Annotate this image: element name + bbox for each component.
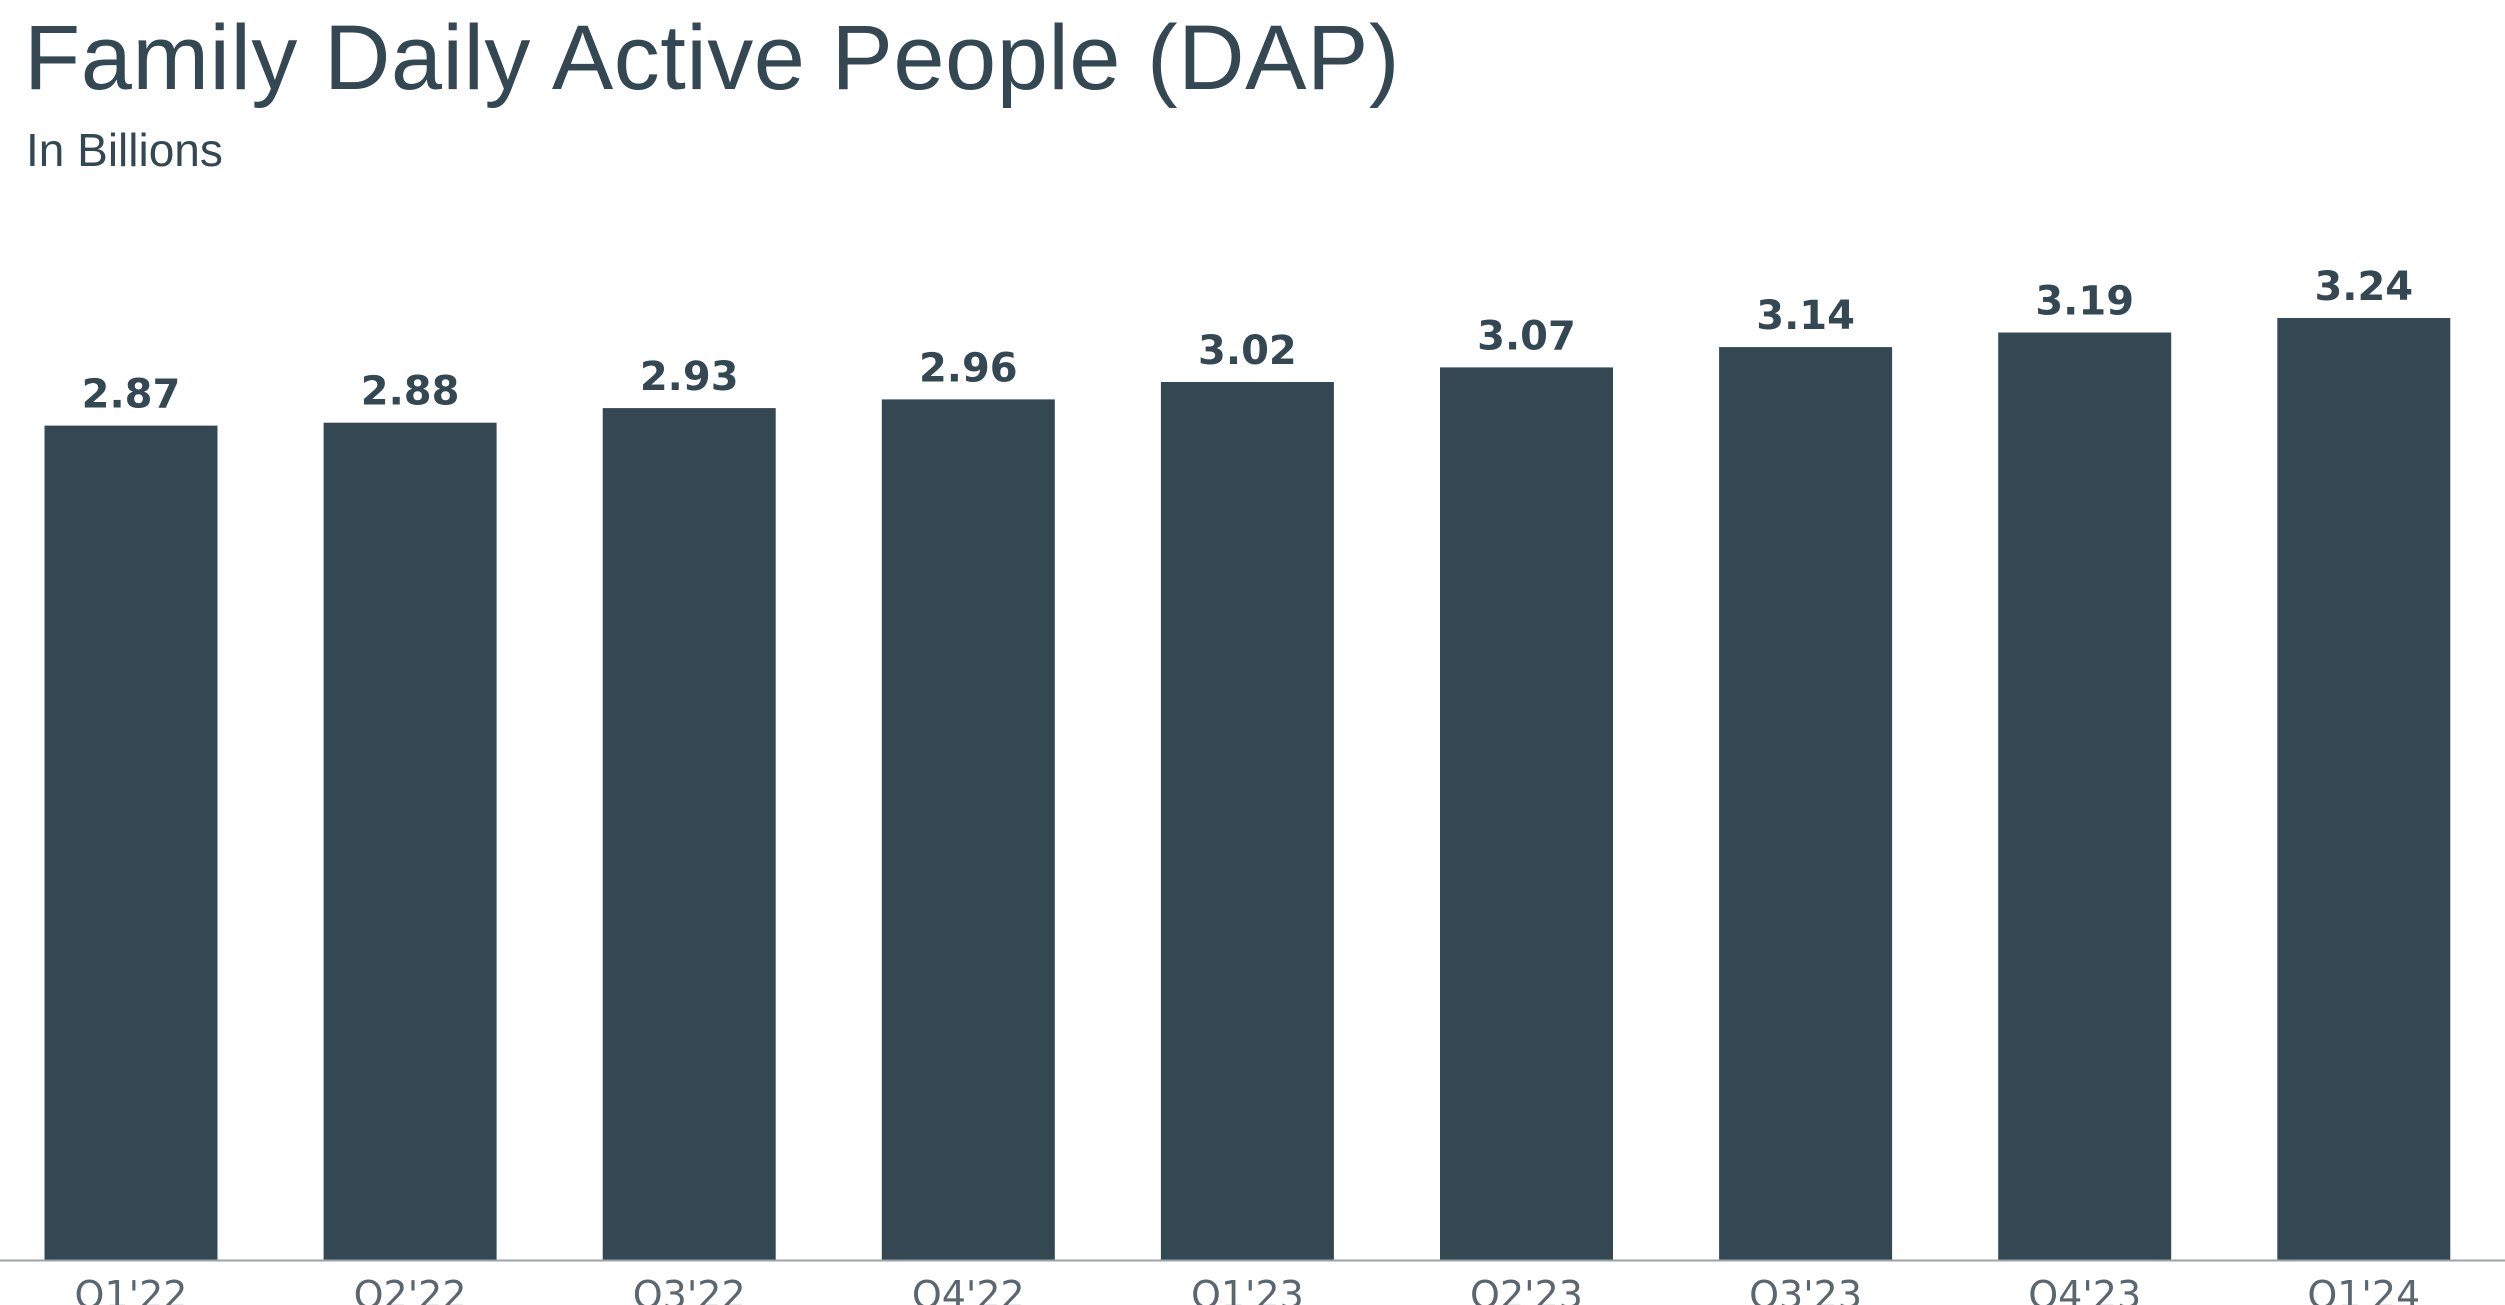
x-tick-label-6: Q3'23 — [1749, 1273, 1862, 1305]
bar-4 — [1160, 382, 1334, 1260]
value-label-5: 3.07 — [1477, 313, 1576, 359]
x-tick-labels-group: Q1'22 Q2'22 Q3'22 Q4'22 Q1'23 Q2'23 Q3'23 Q4'23… — [75, 1273, 2421, 1305]
x-tick-label-8: Q1'24 — [2307, 1273, 2420, 1305]
bar-2 — [602, 408, 776, 1261]
bar-5 — [1440, 367, 1613, 1260]
value-label-6: 3.14 — [1756, 293, 1855, 339]
value-label-3: 2.96 — [919, 345, 1018, 391]
bar-3 — [881, 399, 1055, 1260]
value-label-1: 2.88 — [361, 369, 460, 415]
x-tick-label-7: Q4'23 — [2028, 1273, 2141, 1305]
chart-subtitle: In Billions — [26, 124, 223, 176]
x-tick-label-0: Q1'22 — [75, 1273, 188, 1305]
value-label-8: 3.24 — [2314, 264, 2413, 310]
x-tick-label-1: Q2'22 — [354, 1273, 467, 1305]
value-label-2: 2.93 — [640, 354, 739, 400]
bar-1 — [323, 422, 497, 1260]
x-tick-label-3: Q4'22 — [912, 1273, 1025, 1305]
bar-6 — [1719, 347, 1893, 1261]
x-tick-label-4: Q1'23 — [1191, 1273, 1304, 1305]
chart-title: Family Daily Active People (DAP) — [24, 7, 1400, 109]
bar-7 — [1998, 332, 2172, 1260]
bar-0 — [44, 425, 218, 1261]
x-tick-label-2: Q3'22 — [633, 1273, 746, 1305]
value-label-0: 2.87 — [82, 372, 181, 418]
bar-8 — [2277, 318, 2451, 1260]
bars-group — [44, 318, 2451, 1261]
value-labels-group: 2.87 2.88 2.93 2.96 3.02 3.07 3.14 3.19 3.24 — [82, 264, 2414, 418]
value-label-4: 3.02 — [1198, 328, 1297, 374]
value-label-7: 3.19 — [2035, 279, 2134, 325]
x-tick-label-5: Q2'23 — [1470, 1273, 1583, 1305]
